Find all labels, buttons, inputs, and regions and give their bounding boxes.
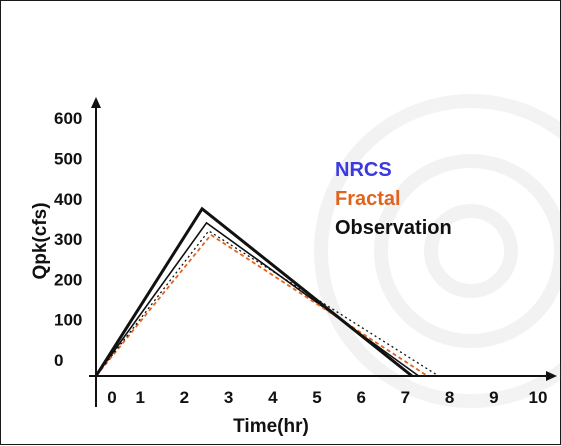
x-axis-label: Time(hr)	[233, 416, 309, 437]
y-tick-label: 500	[54, 150, 82, 169]
x-tick-label: 9	[489, 388, 498, 407]
x-axis-arrow	[546, 371, 557, 381]
series-line-reference-3	[95, 230, 439, 377]
x-tick-label: 4	[268, 388, 278, 407]
y-tick-label: 600	[54, 109, 82, 128]
y-axis-label: Qpk(cfs)	[30, 202, 51, 279]
x-tick-label: 7	[401, 388, 410, 407]
x-tick-label: 6	[356, 388, 365, 407]
y-tick-labels: 0 100 200 300 400 500 600	[54, 109, 82, 370]
y-tick-label: 400	[54, 190, 82, 209]
series-line-observation	[94, 206, 413, 378]
x-tick-label: 0	[107, 388, 116, 407]
y-tick-label: 0	[54, 351, 63, 370]
legend-entry-observation: Observation	[335, 217, 452, 239]
legend: NRCS Fractal Observation	[335, 159, 452, 239]
y-tick-label: 300	[54, 230, 82, 249]
legend-entry-fractal: Fractal	[335, 188, 401, 210]
y-axis-arrow	[91, 97, 101, 108]
x-tick-labels: 0 1 2 3 4 5 6 7 8 9 10	[107, 388, 547, 407]
watermark-ornament	[314, 94, 561, 408]
x-tick-label: 5	[312, 388, 321, 407]
x-tick-label: 2	[180, 388, 189, 407]
legend-entry-nrcs: NRCS	[335, 159, 392, 181]
series-layer	[94, 206, 439, 378]
x-tick-label: 10	[529, 388, 548, 407]
x-tick-label: 3	[224, 388, 233, 407]
x-tick-label: 1	[135, 388, 144, 407]
x-tick-label: 8	[445, 388, 454, 407]
y-tick-label: 100	[54, 311, 82, 330]
y-tick-label: 200	[54, 270, 82, 289]
